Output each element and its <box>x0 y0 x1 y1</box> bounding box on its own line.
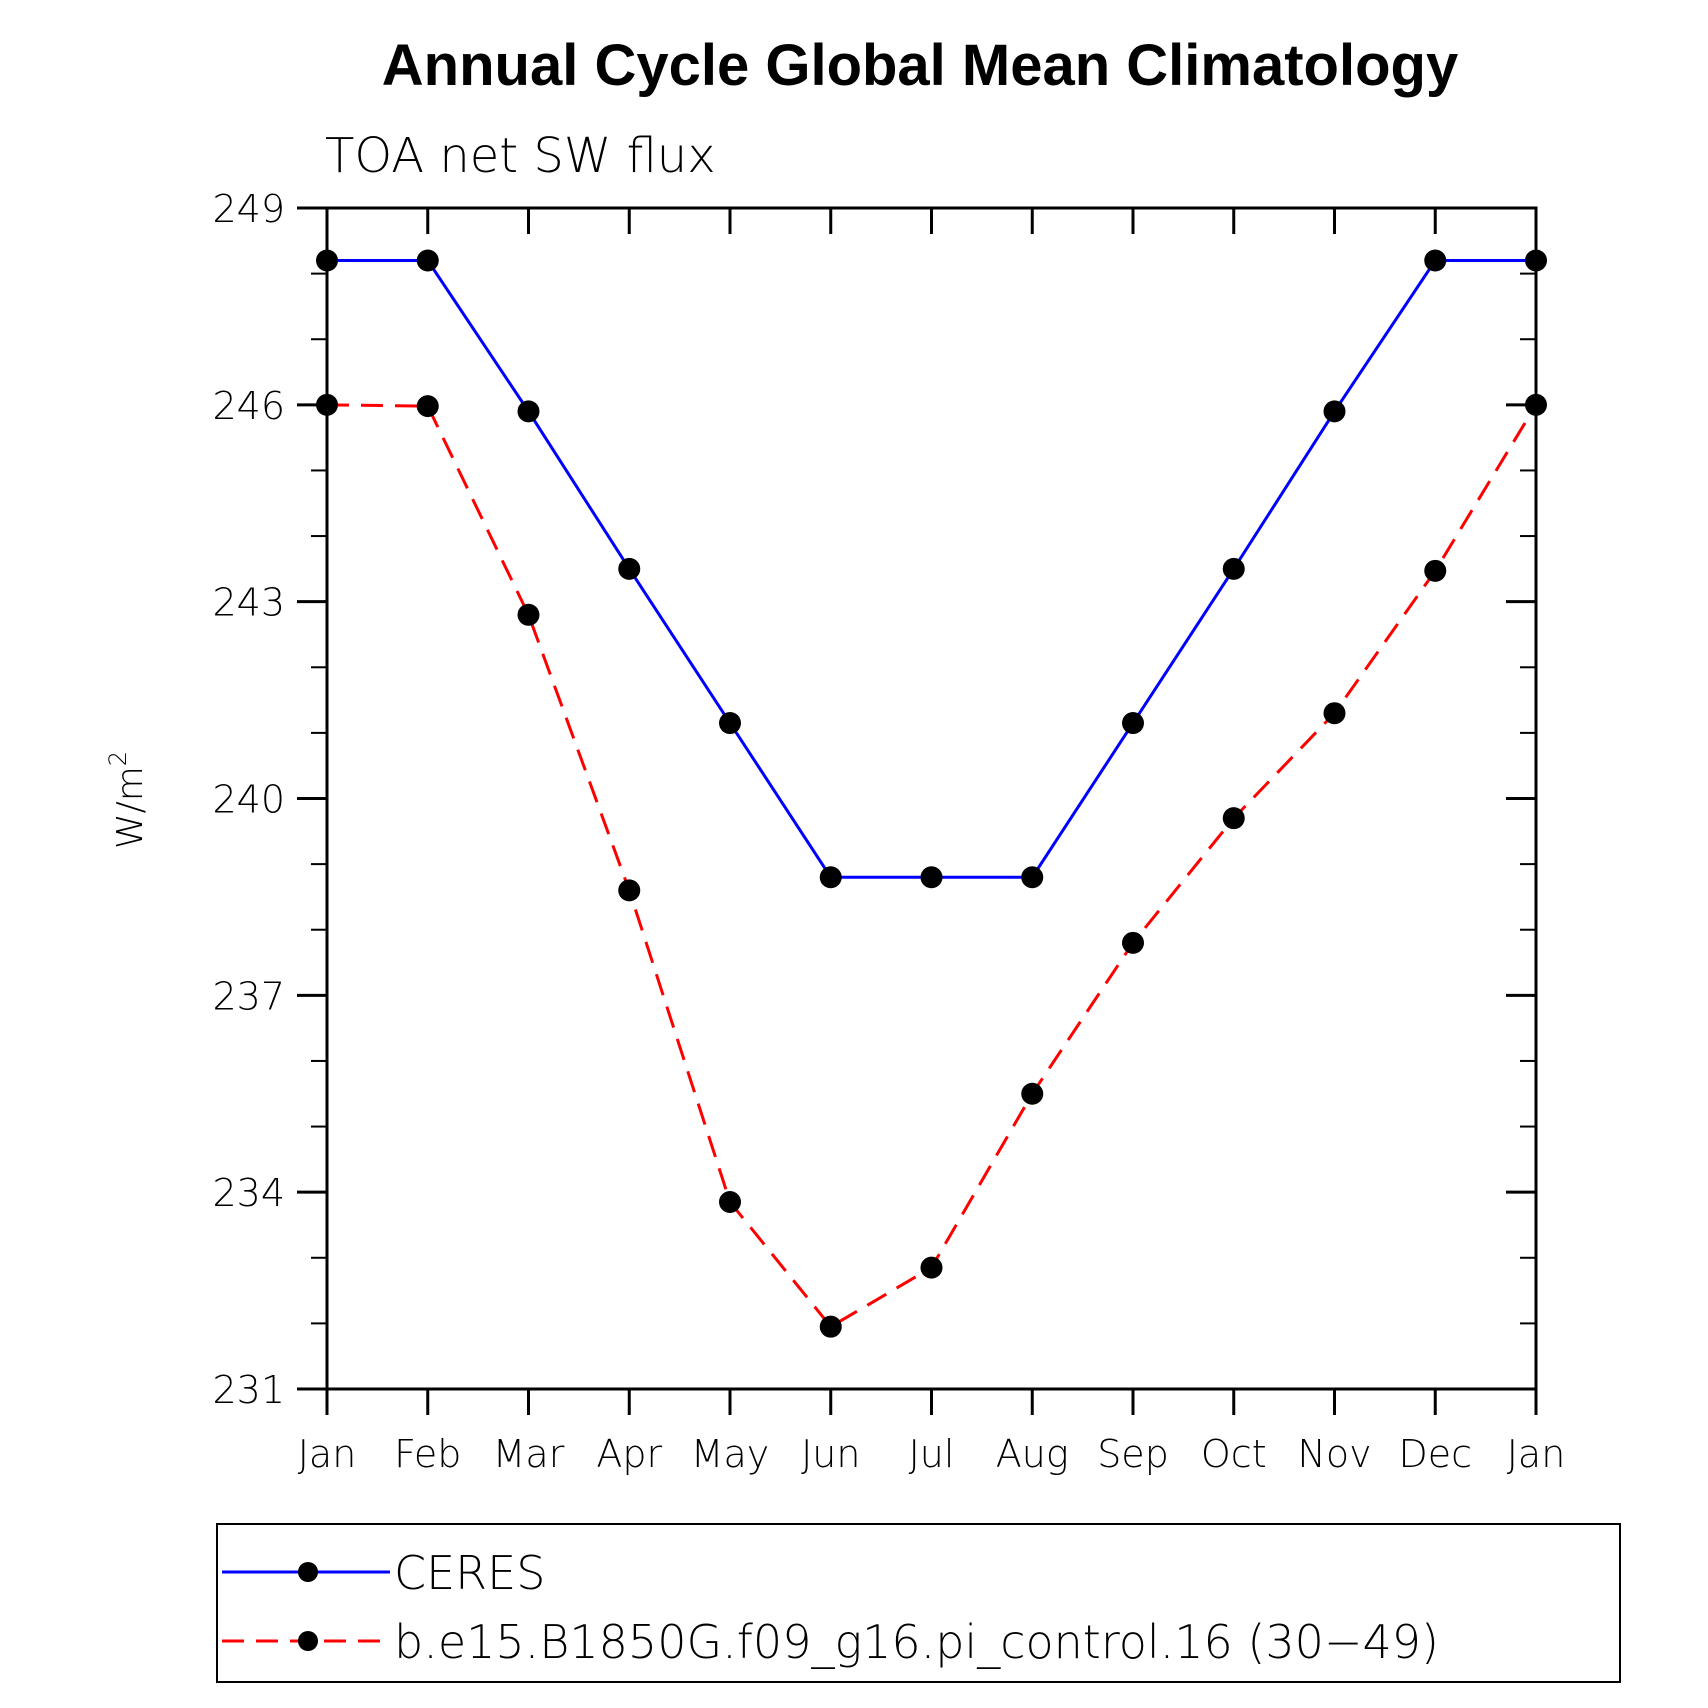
plot-area: Jan Feb Mar Apr May Jun Jul Aug Sep Oct Nov Dec Jan 2… <box>212 187 1565 1476</box>
legend-marker-model <box>298 1631 318 1651</box>
y-tick-label-6: 249 <box>212 187 285 231</box>
plot-frame <box>325 206 1538 1391</box>
y-tick-label-4: 243 <box>212 581 285 625</box>
x-tick-label-1: Feb <box>394 1432 461 1476</box>
chart-subtitle: TOA net SW flux <box>325 128 716 184</box>
series-1-point-2 <box>517 603 540 626</box>
series-1-point-3 <box>618 879 641 902</box>
x-tick-label-8: Sep <box>1097 1432 1169 1476</box>
series-1-point-7 <box>1021 1082 1044 1105</box>
series-0-point-5 <box>819 866 842 889</box>
series-1-point-5 <box>819 1315 842 1338</box>
y-tick-label-1: 234 <box>212 1171 285 1215</box>
series-1-point-10 <box>1323 702 1346 725</box>
x-tick-label-12: Jan <box>1507 1432 1566 1476</box>
series-0-point-3 <box>618 557 641 580</box>
y-tick-label-0: 231 <box>212 1368 285 1412</box>
x-tick-label-11: Dec <box>1398 1432 1472 1476</box>
series-0-point-6 <box>920 866 943 889</box>
x-tick-label-2: Mar <box>493 1432 565 1476</box>
series-1-point-8 <box>1122 931 1144 954</box>
legend-label-ceres: CERES <box>394 1546 545 1600</box>
series-line-1 <box>326 403 1538 1329</box>
y-axis-label-sup: 2 <box>104 751 132 766</box>
series-0-point-12 <box>1525 249 1547 272</box>
x-tick-label-6: Jul <box>909 1432 955 1476</box>
series-1-point-12 <box>1525 393 1547 416</box>
x-tick-label-3: Apr <box>596 1432 662 1476</box>
series-0-point-7 <box>1021 866 1044 889</box>
y-axis-label: W/m2 <box>104 751 151 849</box>
y-tick-label-5: 246 <box>212 384 285 428</box>
series-1-point-9 <box>1222 807 1245 830</box>
series-line-0 <box>327 258 1536 879</box>
series-1-point-6 <box>920 1256 943 1279</box>
series-1-point-4 <box>719 1191 741 1214</box>
series-1-point-1 <box>416 395 439 418</box>
legend-marker-ceres <box>298 1562 318 1582</box>
x-tick-label-4: May <box>691 1432 770 1476</box>
series-0-point-11 <box>1424 249 1447 272</box>
series-1-point-11 <box>1424 559 1447 582</box>
x-tick-label-9: Oct <box>1201 1432 1267 1476</box>
x-tick-label-0: Jan <box>298 1432 357 1476</box>
series-0-point-8 <box>1122 712 1144 735</box>
series-0-point-0 <box>316 249 338 272</box>
series-0-point-1 <box>416 249 439 272</box>
legend-box <box>216 1523 1621 1683</box>
x-tick-label-5: Jun <box>801 1432 860 1476</box>
y-tick-label-2: 237 <box>212 974 285 1018</box>
y-tick-label-3: 240 <box>212 778 285 822</box>
legend: CERES b.e15.B1850G.f09_g16.pi_control.16… <box>216 1523 1621 1683</box>
legend-label-model: b.e15.B1850G.f09_g16.pi_control.16 (30−4… <box>394 1615 1439 1669</box>
series-0-point-2 <box>517 400 540 423</box>
x-tick-label-10: Nov <box>1297 1432 1371 1476</box>
x-tick-label-7: Aug <box>996 1432 1069 1476</box>
series-0-point-9 <box>1222 557 1245 580</box>
series-0-point-4 <box>719 712 741 735</box>
y-axis-label-base: W/m <box>110 766 151 849</box>
chart-title: Annual Cycle Global Mean Climatology <box>382 33 1458 98</box>
series-0-point-10 <box>1323 400 1346 423</box>
series-1-point-0 <box>316 393 338 416</box>
